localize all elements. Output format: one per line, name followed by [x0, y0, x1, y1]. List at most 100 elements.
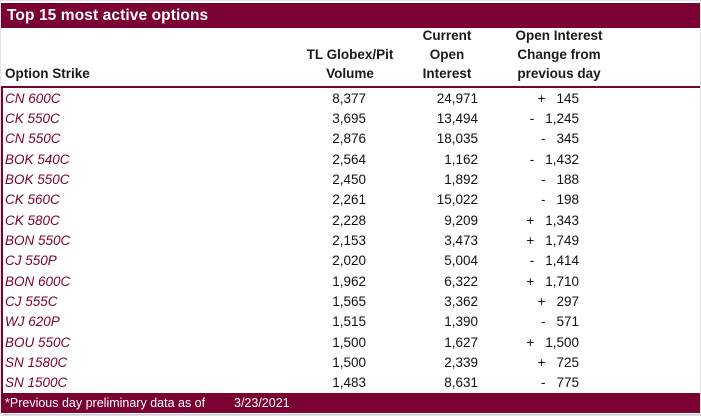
change-sign: -: [540, 314, 546, 330]
change-value: 188: [556, 171, 579, 187]
table-row: CN 550C 2,876 18,035 - 345: [1, 129, 700, 149]
oi-change-cell: - 1,432: [478, 152, 579, 167]
column-header-change-line1: Open Interest: [515, 28, 603, 43]
volume-cell: 1,962: [332, 273, 366, 289]
open-interest-cell: 1,627: [444, 334, 478, 350]
table-row: CK 550C 3,695 13,494 - 1,245: [1, 108, 700, 128]
oi-change-cell: - 188: [478, 172, 579, 187]
change-sign: +: [537, 293, 546, 309]
change-value: 571: [556, 314, 579, 330]
option-strike-cell: SN 1580C: [5, 354, 68, 370]
volume-cell: 1,500: [332, 354, 366, 370]
open-interest-cell: 9,209: [444, 212, 478, 228]
change-sign: -: [529, 151, 535, 167]
oi-change-cell: + 145: [478, 91, 579, 106]
volume-cell: 2,228: [332, 212, 366, 228]
option-strike-cell: CN 600C: [5, 90, 61, 106]
change-sign: +: [537, 90, 546, 106]
change-sign: -: [540, 192, 546, 208]
column-header-oi-line1: Current: [422, 28, 472, 43]
oi-change-cell: + 1,500: [478, 335, 579, 350]
open-interest-cell: 3,362: [444, 293, 478, 309]
table-body: CN 600C 8,377 24,971 + 145 CK 550C 3,695…: [1, 88, 700, 393]
oi-change-cell: + 725: [478, 355, 579, 370]
change-sign: +: [526, 232, 535, 248]
oi-change-cell: - 571: [478, 314, 579, 329]
table-row: CK 580C 2,228 9,209 + 1,343: [1, 210, 700, 230]
change-sign: -: [540, 131, 546, 147]
change-value: 1,414: [545, 253, 579, 269]
option-strike-cell: CK 560C: [5, 192, 60, 208]
volume-cell: 2,564: [332, 151, 366, 167]
oi-change-cell: - 1,245: [478, 111, 579, 126]
column-header-option-strike: Option Strike: [5, 66, 90, 81]
option-strike-cell: CJ 550P: [5, 253, 57, 269]
option-strike-cell: CJ 555C: [5, 293, 58, 309]
open-interest-cell: 2,339: [444, 354, 478, 370]
column-header-change-line3: previous day: [517, 66, 601, 81]
table-row: CJ 555C 1,565 3,362 + 297: [1, 291, 700, 311]
change-value: 775: [556, 375, 579, 391]
open-interest-cell: 1,892: [444, 171, 478, 187]
change-sign: +: [526, 273, 535, 289]
option-strike-cell: BON 600C: [5, 273, 71, 289]
table-row: WJ 620P 1,515 1,390 - 571: [1, 312, 700, 332]
change-value: 1,432: [545, 151, 579, 167]
volume-cell: 1,515: [332, 314, 366, 330]
change-sign: -: [540, 375, 546, 391]
volume-cell: 1,483: [332, 375, 366, 391]
volume-cell: 2,450: [332, 171, 366, 187]
volume-cell: 1,500: [332, 334, 366, 350]
table-row: SN 1500C 1,483 8,631 - 775: [1, 373, 700, 393]
oi-change-cell: - 1,414: [478, 253, 579, 268]
table-row: SN 1580C 1,500 2,339 + 725: [1, 352, 700, 372]
option-strike-cell: BOK 550C: [5, 171, 70, 187]
open-interest-cell: 1,390: [444, 314, 478, 330]
change-value: 198: [556, 192, 579, 208]
change-sign: +: [537, 354, 546, 370]
open-interest-cell: 15,022: [436, 192, 478, 208]
change-value: 725: [556, 354, 579, 370]
change-value: 1,245: [545, 110, 579, 126]
change-value: 1,343: [545, 212, 579, 228]
change-sign: -: [529, 110, 535, 126]
column-header-change-line2: Change from: [517, 47, 601, 62]
change-value: 1,710: [545, 273, 579, 289]
column-header-oi-line3: Interest: [422, 66, 472, 81]
volume-cell: 2,261: [332, 192, 366, 208]
option-strike-cell: SN 1500C: [5, 375, 68, 391]
option-strike-cell: BON 550C: [5, 232, 71, 248]
open-interest-cell: 1,162: [444, 151, 478, 167]
table-row: BOK 550C 2,450 1,892 - 188: [1, 169, 700, 189]
option-strike-cell: CK 550C: [5, 110, 60, 126]
change-value: 145: [556, 90, 579, 106]
table-row: BOK 540C 2,564 1,162 - 1,432: [1, 149, 700, 169]
open-interest-cell: 18,035: [436, 131, 478, 147]
change-value: 345: [556, 131, 579, 147]
table-row: CN 600C 8,377 24,971 + 145: [1, 88, 700, 108]
column-header-volume: TL Globex/Pit Volume: [289, 45, 411, 83]
column-header-oi-line2: Open: [429, 47, 465, 62]
volume-cell: 8,377: [332, 90, 366, 106]
oi-change-cell: - 198: [478, 192, 579, 207]
column-header-volume-line1: TL Globex/Pit: [306, 47, 394, 62]
option-strike-cell: BOK 540C: [5, 151, 70, 167]
header-underline: [1, 86, 700, 88]
oi-change-cell: - 775: [478, 375, 579, 390]
change-sign: -: [529, 253, 535, 269]
open-interest-cell: 3,473: [444, 232, 478, 248]
sheet-bottom-edge: [3, 414, 700, 415]
column-header-open-interest: Current Open Interest: [397, 26, 497, 83]
open-interest-cell: 8,631: [444, 375, 478, 391]
footer-date: 3/23/2021: [234, 396, 290, 410]
footer-bar: *Previous day preliminary data as of 3/2…: [1, 393, 700, 413]
change-sign: +: [526, 334, 535, 350]
column-header-volume-line2: Volume: [326, 66, 374, 81]
footer-note: *Previous day preliminary data as of: [5, 396, 206, 410]
oi-change-cell: + 1,343: [478, 213, 579, 228]
table-row: CJ 550P 2,020 5,004 - 1,414: [1, 251, 700, 271]
change-value: 1,500: [545, 334, 579, 350]
table-row: BON 600C 1,962 6,322 + 1,710: [1, 271, 700, 291]
change-value: 1,749: [545, 232, 579, 248]
